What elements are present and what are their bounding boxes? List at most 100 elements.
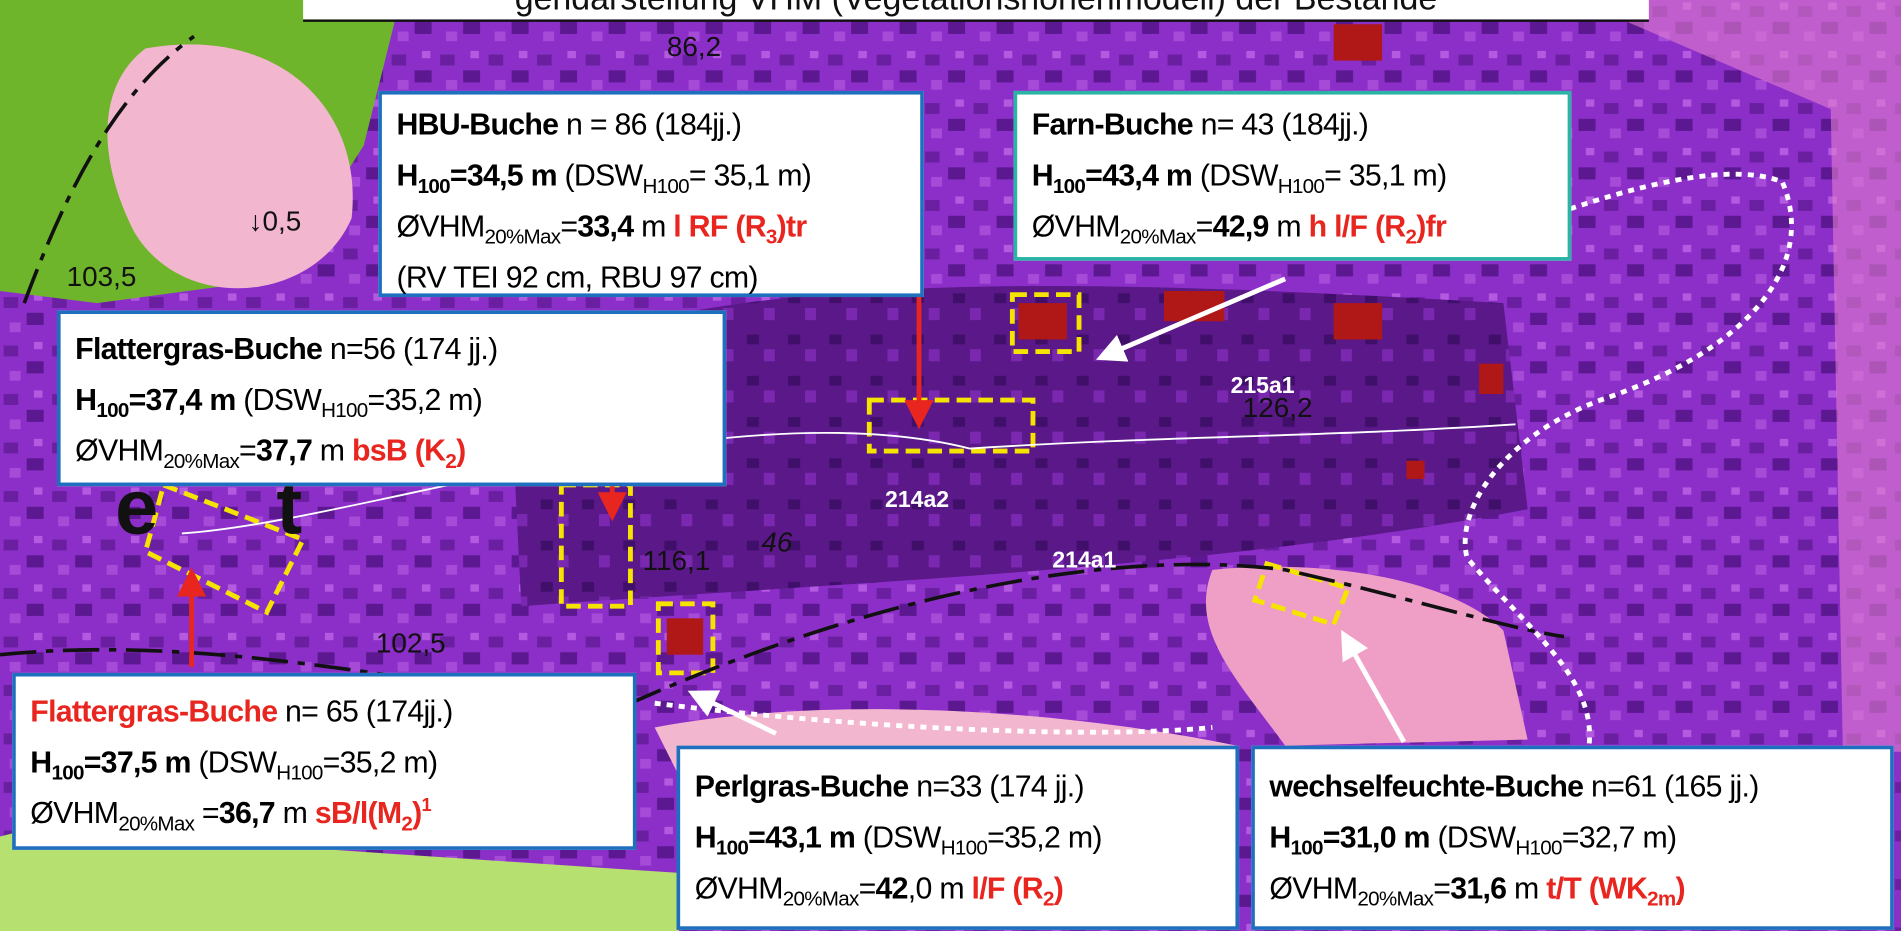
text-line: H100=34,5 m (DSWH100= 35,1 m) — [396, 150, 905, 201]
text-line: Flattergras-Buche n= 65 (174jj.) — [30, 686, 618, 737]
text-segment: 100 — [51, 761, 83, 784]
text-segment: =37,4 m — [129, 383, 236, 417]
text-segment: 3 — [766, 226, 777, 249]
text-segment: H100 — [321, 399, 367, 422]
text-segment: 100 — [418, 175, 450, 198]
text-segment: n= 43 (184jj.) — [1193, 108, 1368, 142]
text-line: ØVHM20%Max=42,0 m l/F (R2) — [695, 863, 1221, 914]
text-segment: (DSW — [557, 159, 643, 193]
text-segment: n=56 (174 jj.) — [322, 332, 497, 366]
text-segment: =35,2 m) — [368, 383, 483, 417]
text-segment: =31,0 m — [1323, 821, 1430, 855]
text-segment: = 35,1 m) — [1324, 159, 1446, 193]
text-segment: m — [312, 434, 352, 468]
text-segment: = — [560, 210, 577, 244]
map-label: 86,2 — [667, 31, 721, 62]
text-segment: = 35,1 m) — [689, 159, 811, 193]
text-segment: H100 — [276, 761, 322, 784]
text-segment: (DSW — [236, 383, 322, 417]
text-segment: = — [1433, 872, 1450, 906]
annotation-box: Farn-Buche n= 43 (184jj.)H100=43,4 m (DS… — [1014, 91, 1572, 261]
text-segment: Farn-Buche — [1032, 108, 1193, 142]
text-segment: 31,6 — [1450, 872, 1506, 906]
text-segment: = — [1196, 210, 1213, 244]
text-segment: 2m — [1647, 887, 1675, 910]
text-segment: HBU-Buche — [396, 108, 558, 142]
text-segment: l/F (R — [972, 872, 1043, 906]
text-segment: H100 — [941, 837, 987, 860]
text-segment: )fr — [1416, 210, 1446, 244]
text-segment: m — [1269, 210, 1309, 244]
text-segment: ØVHM — [30, 797, 118, 831]
text-segment: 2 — [445, 450, 456, 473]
text-segment: ØVHM — [1032, 210, 1120, 244]
annotation-box: wechselfeuchte-Buche n=61 (165 jj.)H100=… — [1251, 746, 1894, 930]
text-segment: 2 — [1405, 226, 1416, 249]
annotation-box: HBU-Buche n = 86 (184jj.)H100=34,5 m (DS… — [378, 91, 924, 297]
text-segment: n = 86 (184jj.) — [558, 108, 741, 142]
text-segment: 20%Max — [118, 812, 194, 835]
text-segment: =43,1 m — [748, 821, 855, 855]
map-label: ↓0,5 — [249, 205, 302, 236]
text-segment: 20%Max — [783, 887, 859, 910]
text-segment: 2 — [401, 812, 412, 835]
text-line: H100=43,1 m (DSWH100=35,2 m) — [695, 812, 1221, 863]
text-segment: 2 — [1043, 887, 1054, 910]
text-segment: 42,9 — [1213, 210, 1269, 244]
text-segment: =32,7 m) — [1562, 821, 1677, 855]
text-segment: 20%Max — [1357, 887, 1433, 910]
text-segment: m — [633, 210, 673, 244]
map-label: 103,5 — [67, 261, 137, 292]
text-segment: 37,7 — [256, 434, 312, 468]
text-segment: (DSW — [1430, 821, 1516, 855]
text-line: H100=43,4 m (DSWH100= 35,1 m) — [1032, 150, 1553, 201]
text-segment: wechselfeuchte-Buche — [1269, 770, 1583, 804]
map-label: 116,1 — [643, 545, 711, 576]
text-segment: H100 — [1515, 837, 1561, 860]
text-line: H100=37,5 m (DSWH100=35,2 m) — [30, 737, 618, 788]
text-segment: t/T (WK — [1546, 872, 1647, 906]
text-segment: 33,4 — [577, 210, 633, 244]
text-segment: (DSW — [855, 821, 941, 855]
text-segment: 100 — [716, 837, 748, 860]
text-line: ØVHM20%Max=33,4 m l RF (R3)tr — [396, 201, 905, 252]
text-segment: m — [1506, 872, 1546, 906]
title: gendarstellung VHM (Vegetationshöhenmode… — [515, 0, 1438, 18]
text-segment: ) — [412, 797, 421, 831]
text-segment: sB/l(M — [315, 797, 402, 831]
map-label: 214a2 — [885, 486, 949, 512]
text-segment: ) — [1054, 872, 1063, 906]
text-segment: H — [1269, 821, 1290, 855]
text-segment: ØVHM — [75, 434, 163, 468]
text-segment: H — [396, 159, 417, 193]
page: {"title":"gendarstellung VHM (Vegetation… — [0, 0, 1901, 931]
text-segment: h l/F (R — [1309, 210, 1406, 244]
text-segment: l RF (R — [673, 210, 766, 244]
text-segment: = — [194, 797, 219, 831]
text-segment: 36,7 — [219, 797, 275, 831]
text-line: Farn-Buche n= 43 (184jj.) — [1032, 99, 1553, 150]
text-segment: = — [239, 434, 256, 468]
map-label: 214a1 — [1052, 546, 1116, 572]
text-line: Perlgras-Buche n=33 (174 jj.) — [695, 761, 1221, 812]
text-segment: 1 — [422, 795, 431, 816]
annotation-box: Flattergras-Buche n= 65 (174jj.)H100=37,… — [12, 673, 636, 850]
text-segment: 20%Max — [163, 450, 239, 473]
text-segment: 42 — [876, 872, 908, 906]
text-segment: n= 65 (174jj.) — [277, 695, 452, 729]
text-segment: 100 — [1053, 175, 1085, 198]
text-segment: Flattergras-Buche — [75, 332, 322, 366]
text-line: ØVHM20%Max=42,9 m h l/F (R2)fr — [1032, 201, 1553, 252]
text-segment: ) — [1676, 872, 1685, 906]
text-segment: H — [75, 383, 96, 417]
text-segment: 20%Max — [1120, 226, 1196, 249]
map-label: 102,5 — [376, 627, 446, 658]
text-segment: H — [1032, 159, 1053, 193]
map-view: gendarstellung VHM (Vegetationshöhenmode… — [0, 0, 1901, 931]
text-segment: H — [30, 746, 51, 780]
text-segment: ØVHM — [396, 210, 484, 244]
text-segment: = — [859, 872, 876, 906]
text-segment: =37,5 m — [84, 746, 191, 780]
text-line: Flattergras-Buche n=56 (174 jj.) — [75, 324, 708, 375]
text-segment: Flattergras-Buche — [30, 695, 277, 729]
